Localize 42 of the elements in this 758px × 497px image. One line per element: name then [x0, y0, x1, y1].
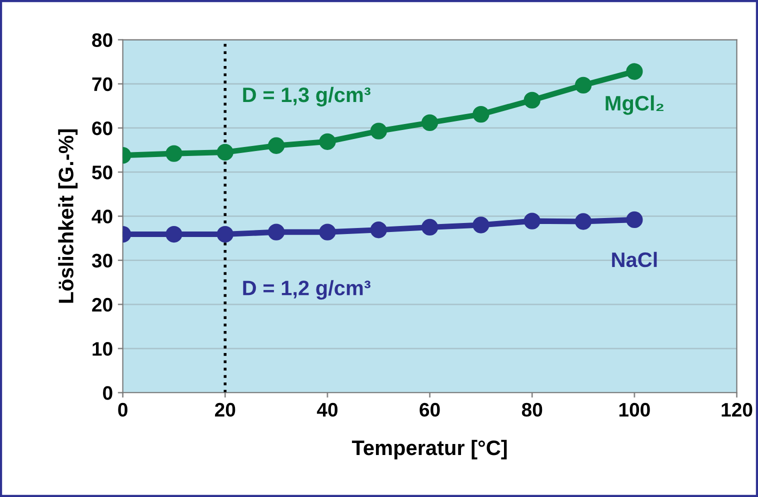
y-tick-label: 70: [92, 77, 112, 92]
point: [472, 106, 490, 123]
annotation: D = 1,2 g/cm³: [243, 280, 370, 300]
point: [574, 76, 592, 94]
point: [472, 216, 490, 234]
point: [524, 212, 540, 230]
x-tick-label: 120: [722, 402, 752, 417]
x-tick-label: 40: [316, 402, 338, 417]
point: [370, 122, 387, 140]
x-tick-label: 20: [214, 402, 236, 417]
y-tick-label: 20: [92, 298, 112, 312]
annotation: D = 1,3 g/cm³: [243, 86, 370, 106]
point: [626, 63, 643, 80]
series-label: MgCl₂: [606, 95, 664, 115]
point: [421, 218, 438, 236]
y-tick-label: 10: [92, 342, 112, 356]
x-tick-label: 80: [522, 402, 542, 417]
x-tick-label: 60: [420, 402, 440, 417]
point: [166, 226, 182, 243]
point: [574, 213, 592, 230]
y-tick-label: 50: [92, 166, 112, 180]
point: [626, 211, 643, 228]
point: [370, 222, 387, 238]
point: [268, 224, 285, 240]
y-tick-label: 40: [92, 210, 112, 224]
point: [216, 226, 234, 243]
x-axis-title: Temperatur [°C]: [352, 440, 507, 460]
y-tick-label: 60: [92, 121, 112, 136]
y-tick-label: 80: [92, 33, 112, 47]
point: [319, 224, 336, 240]
point: [524, 92, 540, 109]
y-tick-label: 30: [92, 254, 112, 268]
point: [421, 114, 438, 132]
y-tick-label: 0: [103, 386, 112, 400]
point: [216, 144, 234, 161]
x-tick-label: 100: [619, 402, 650, 417]
x-tick-label: 0: [118, 402, 128, 417]
point: [166, 145, 182, 162]
series-label: NaCl: [612, 252, 657, 268]
point: [268, 137, 285, 154]
point: [319, 133, 336, 150]
y-axis-title: Löslichkeit [G.-%]: [58, 129, 78, 303]
